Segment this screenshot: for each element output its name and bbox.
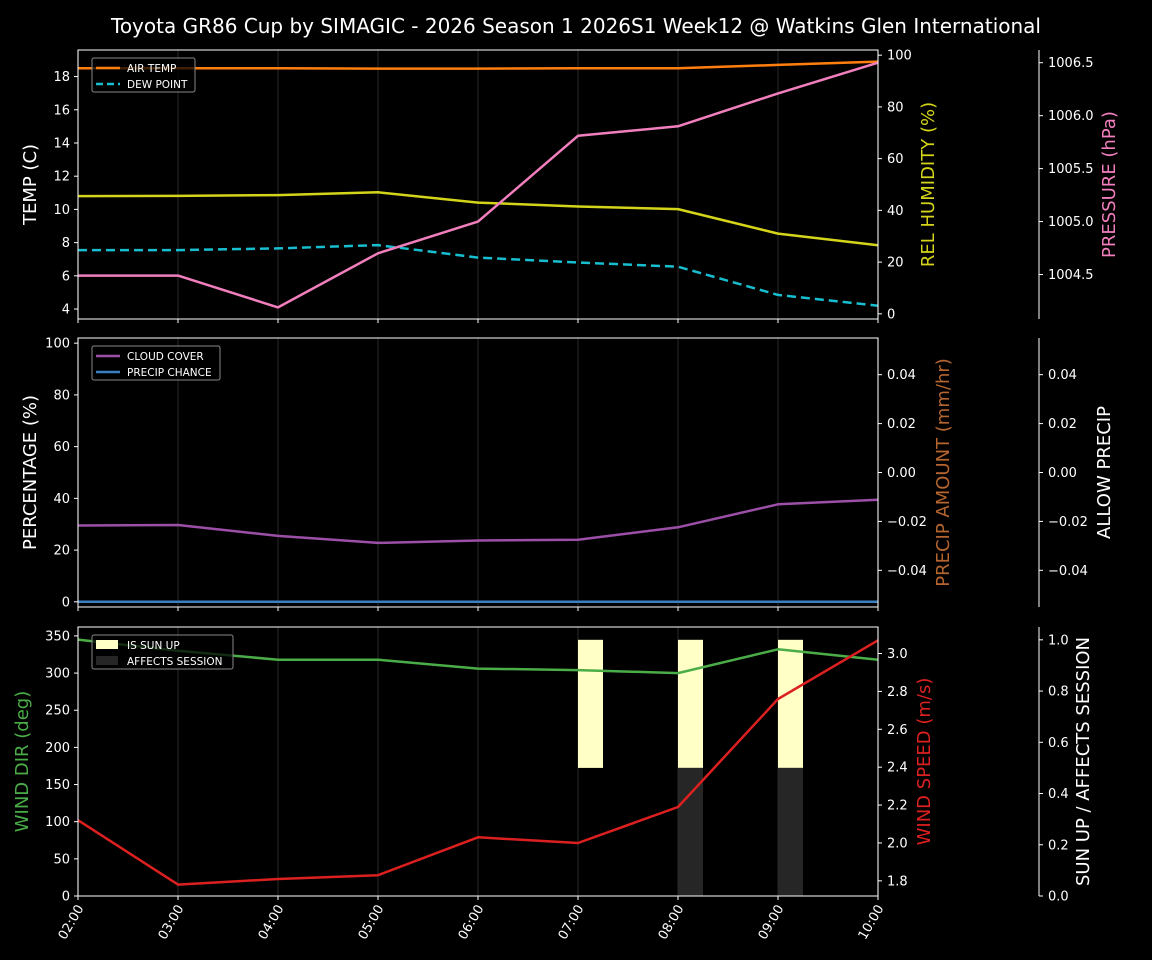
right-tick-label: 3.0 xyxy=(887,647,908,662)
x-tick-label: 05:00 xyxy=(356,903,388,943)
x-tick-label: 10:00 xyxy=(856,903,888,943)
y-tick-label: 80 xyxy=(53,388,70,403)
right-tick-label: 1004.5 xyxy=(1048,268,1094,283)
right-tick-label: 0.04 xyxy=(1048,368,1077,383)
air-temp-line xyxy=(78,60,879,70)
y-tick-label: 50 xyxy=(53,852,70,867)
right-tick-label: 0.4 xyxy=(1048,787,1069,802)
y-tick-label: 150 xyxy=(45,778,70,793)
y-tick-label: 0 xyxy=(62,890,70,905)
precipitation-panel: 0 20 40 60 80 100 PERCENTAGE (%) 0.04 0.02 0.00 −0… xyxy=(20,337,1115,611)
right-tick-label: −0.04 xyxy=(887,564,927,579)
y-tick-label: 100 xyxy=(45,815,70,830)
right-tick-label: 0.04 xyxy=(887,368,916,383)
right-tick-label: 80 xyxy=(887,100,904,115)
right-tick-label: 2.4 xyxy=(887,761,908,776)
pressure-line xyxy=(78,61,879,309)
right-tick-label: 100 xyxy=(887,49,912,64)
x-tick-label: 07:00 xyxy=(556,903,588,943)
affects-session-bar xyxy=(678,767,703,896)
right-tick-label: 60 xyxy=(887,152,904,167)
right-tick-label: 20 xyxy=(887,256,904,271)
y-tick-label: 18 xyxy=(53,70,70,85)
y-tick-label: 350 xyxy=(45,629,70,644)
right-tick-label: 2.2 xyxy=(887,799,908,814)
right-tick-label: −0.04 xyxy=(1048,564,1088,579)
y-tick-label: 200 xyxy=(45,741,70,756)
right-tick-label: 1006.5 xyxy=(1048,56,1094,71)
right-axis-label: PRESSURE (hPa) xyxy=(1099,111,1120,258)
right-axis-label: REL HUMIDITY (%) xyxy=(918,102,939,267)
y-tick-label: 14 xyxy=(53,136,70,151)
x-tick-label: 04:00 xyxy=(256,903,288,943)
right-tick-label: 1005.0 xyxy=(1048,215,1094,230)
chart-title: Toyota GR86 Cup by SIMAGIC - 2026 Season… xyxy=(111,14,1041,38)
legend-item: AFFECTS SESSION xyxy=(127,656,223,668)
legend-item: AIR TEMP xyxy=(127,63,176,75)
right-tick-label: 0.6 xyxy=(1048,736,1069,751)
legend-item: PRECIP CHANCE xyxy=(127,367,212,379)
y-axis-label: TEMP (C) xyxy=(20,144,41,226)
right-axis-label: ALLOW PRECIP xyxy=(1094,406,1115,539)
right-tick-label: 0.02 xyxy=(887,417,916,432)
right-tick-label: 0.02 xyxy=(1048,417,1077,432)
y-axis-label: PERCENTAGE (%) xyxy=(20,395,41,550)
y-tick-label: 250 xyxy=(45,704,70,719)
right-tick-label: 2.0 xyxy=(887,836,908,851)
x-tick-label: 08:00 xyxy=(656,903,688,943)
y-tick-label: 12 xyxy=(53,170,70,185)
x-tick-label: 03:00 xyxy=(156,903,188,943)
x-tick-label: 02:00 xyxy=(56,903,88,943)
right-tick-label: 0 xyxy=(887,307,895,322)
legend: CLOUD COVER PRECIP CHANCE xyxy=(91,345,221,381)
y-tick-label: 40 xyxy=(53,492,70,507)
right-tick-label: 0.00 xyxy=(1048,466,1077,481)
sun-up-bar xyxy=(778,639,803,768)
right-tick-label: −0.02 xyxy=(1048,515,1088,530)
dew-point-line xyxy=(78,243,879,307)
right-tick-label: 0.8 xyxy=(1048,685,1069,700)
legend-item: CLOUD COVER xyxy=(127,351,204,363)
right-axis-label: PRECIP AMOUNT (mm/hr) xyxy=(933,358,954,587)
right-tick-label: 1.0 xyxy=(1048,633,1069,648)
temperature-panel: 4 6 8 10 12 14 16 18 TEMP (C) 0 20 40 60 80 100 REL HUM… xyxy=(20,49,1120,323)
sun-up-bar xyxy=(578,639,603,768)
legend-item: DEW POINT xyxy=(127,79,188,91)
wind-panel: 0 50 100 150 200 250 300 350 WIND DIR (deg) 1.8 2.… xyxy=(12,626,1094,943)
right-tick-label: 0.2 xyxy=(1048,838,1069,853)
sun-up-bar xyxy=(678,639,703,768)
legend-item: IS SUN UP xyxy=(127,640,180,652)
right-tick-label: 2.6 xyxy=(887,723,908,738)
x-tick-label: 06:00 xyxy=(456,903,488,943)
y-tick-label: 16 xyxy=(53,103,70,118)
y-tick-label: 4 xyxy=(62,303,70,318)
right-axis-label: SUN UP / AFFECTS SESSION xyxy=(1073,637,1094,886)
y-tick-label: 300 xyxy=(45,667,70,682)
y-tick-label: 6 xyxy=(62,269,70,284)
legend: IS SUN UP AFFECTS SESSION xyxy=(91,634,234,670)
right-tick-label: 1005.5 xyxy=(1048,162,1094,177)
y-tick-label: 20 xyxy=(53,544,70,559)
wind-speed-line xyxy=(77,639,879,886)
right-axis-label: WIND SPEED (m/s) xyxy=(914,678,935,846)
y-tick-label: 10 xyxy=(53,203,70,218)
right-tick-label: 0.0 xyxy=(1048,890,1069,905)
legend: AIR TEMP DEW POINT xyxy=(91,57,196,93)
affects-session-bar xyxy=(778,767,803,896)
y-tick-label: 0 xyxy=(62,595,70,610)
right-tick-label: 0.00 xyxy=(887,466,916,481)
cloud-cover-line xyxy=(77,498,879,545)
y-axis-label: WIND DIR (deg) xyxy=(12,691,33,833)
rel-humidity-line xyxy=(77,191,879,247)
right-tick-label: 40 xyxy=(887,204,904,219)
right-tick-label: 2.8 xyxy=(887,685,908,700)
y-tick-label: 8 xyxy=(62,236,70,251)
right-tick-label: −0.02 xyxy=(887,515,927,530)
right-tick-label: 1.8 xyxy=(887,874,908,889)
right-tick-label: 1006.0 xyxy=(1048,109,1094,124)
y-tick-label: 60 xyxy=(53,440,70,455)
y-tick-label: 100 xyxy=(45,337,70,352)
x-tick-label: 09:00 xyxy=(756,903,788,943)
